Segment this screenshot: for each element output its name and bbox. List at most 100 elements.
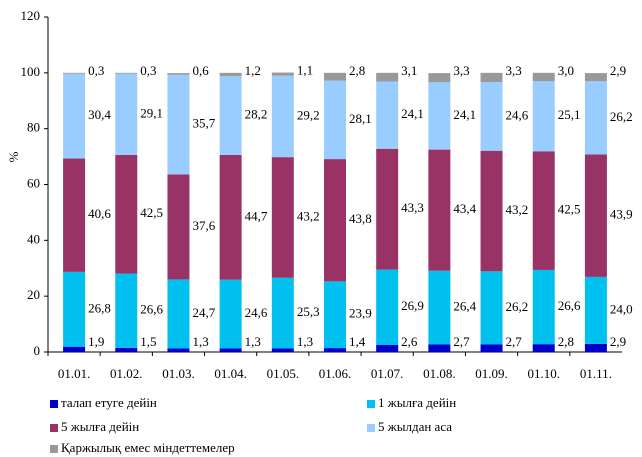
bar-segment	[376, 344, 399, 352]
bar-segment	[324, 159, 346, 282]
value-label: 42,5	[140, 205, 163, 220]
legend-swatch	[367, 424, 375, 432]
bar-segment	[428, 73, 451, 83]
bar-segment	[271, 75, 294, 158]
y-axis-label: %	[6, 151, 21, 162]
value-label: 0,3	[88, 63, 104, 78]
x-tick-label: 01.09.	[475, 366, 508, 381]
value-label: 1,3	[192, 334, 208, 349]
value-label: 1,9	[88, 334, 104, 349]
bar-segment	[63, 346, 86, 352]
bar-segment	[584, 276, 607, 344]
value-label: 2,8	[349, 63, 365, 78]
bar-segment	[271, 72, 294, 76]
value-label: 2,9	[610, 63, 626, 78]
bar-segment	[428, 344, 451, 352]
legend-label: 1 жылға дейін	[378, 395, 456, 410]
y-tick-label: 80	[27, 120, 40, 135]
bar-segment	[324, 72, 346, 81]
value-label: 43,8	[349, 211, 372, 226]
x-tick-label: 01.08.	[423, 366, 456, 381]
bar-segment	[376, 72, 399, 82]
bar-segment	[115, 154, 138, 274]
bar-segment	[584, 154, 607, 277]
bar-segment	[376, 269, 399, 345]
bar-segment	[271, 277, 294, 349]
legend-label: Қаржылық емес міндеттемелер	[61, 440, 235, 455]
bar-segment	[271, 157, 294, 278]
value-label: 29,2	[297, 107, 320, 122]
legend-swatch	[367, 400, 375, 408]
bar-segment	[219, 348, 242, 352]
value-label: 24,1	[453, 107, 476, 122]
value-label: 40,6	[88, 206, 111, 221]
value-label: 3,0	[558, 63, 574, 78]
y-tick-label: 60	[27, 175, 40, 190]
value-label: 26,2	[506, 299, 529, 314]
value-label: 26,8	[88, 300, 111, 315]
value-label: 26,6	[140, 302, 163, 317]
bar-segment	[115, 72, 138, 74]
value-label: 29,1	[140, 105, 163, 120]
bar-segment	[480, 82, 503, 151]
y-tick-label: 100	[21, 64, 41, 79]
bar-segment	[584, 73, 607, 82]
bar-segment	[532, 81, 555, 152]
value-label: 25,3	[297, 304, 320, 319]
value-label: 24,1	[401, 106, 424, 121]
value-label: 24,0	[610, 301, 633, 316]
value-label: 44,7	[245, 208, 268, 223]
legend-swatch	[50, 445, 58, 453]
bar-segment	[480, 271, 503, 345]
value-label: 2,7	[453, 334, 470, 349]
value-label: 25,1	[558, 107, 581, 122]
bar-segment	[115, 347, 138, 352]
value-label: 1,3	[245, 334, 261, 349]
value-label: 30,4	[88, 107, 111, 122]
value-label: 26,6	[558, 298, 581, 313]
bar-segment	[324, 348, 346, 352]
bar-segment	[219, 154, 242, 280]
x-tick-label: 01.02.	[110, 366, 143, 381]
bar-segment	[63, 73, 86, 159]
value-label: 26,2	[610, 109, 633, 124]
value-label: 2,8	[558, 334, 574, 349]
bar-segment	[584, 81, 607, 155]
bar-segment	[167, 74, 190, 175]
value-label: 43,2	[297, 208, 320, 223]
x-tick-label: 01.11.	[580, 366, 612, 381]
value-label: 43,4	[453, 201, 476, 216]
bar-segment	[219, 279, 242, 349]
value-label: 1,1	[297, 63, 313, 78]
bar-segment	[428, 82, 451, 150]
value-label: 1,2	[245, 63, 261, 78]
legend-swatch	[50, 400, 58, 408]
bar-segment	[532, 269, 555, 345]
bar-segment	[219, 72, 242, 77]
bar-segment	[480, 344, 503, 352]
bar-segment	[532, 72, 555, 82]
value-label: 2,7	[506, 334, 523, 349]
value-label: 2,6	[401, 334, 418, 349]
value-label: 3,3	[506, 63, 522, 78]
legend-label: 5 жылдан аса	[378, 419, 452, 434]
value-label: 26,9	[401, 298, 424, 313]
bar-segment	[271, 348, 294, 352]
x-tick-label: 01.01.	[58, 366, 91, 381]
bar-segment	[376, 148, 399, 270]
value-label: 3,3	[453, 63, 469, 78]
bar-segment	[115, 273, 138, 348]
legend-swatch	[50, 424, 58, 432]
value-label: 2,9	[610, 334, 626, 349]
value-label: 0,6	[192, 63, 209, 78]
bar-segment	[584, 343, 607, 352]
bar-segment	[167, 73, 190, 75]
y-tick-label: 120	[21, 8, 41, 23]
y-tick-label: 40	[27, 231, 40, 246]
y-tick-label: 20	[27, 287, 40, 302]
bar-segment	[167, 279, 190, 349]
value-label: 3,1	[401, 63, 417, 78]
value-label: 1,5	[140, 334, 156, 349]
bar-segment	[63, 271, 86, 347]
